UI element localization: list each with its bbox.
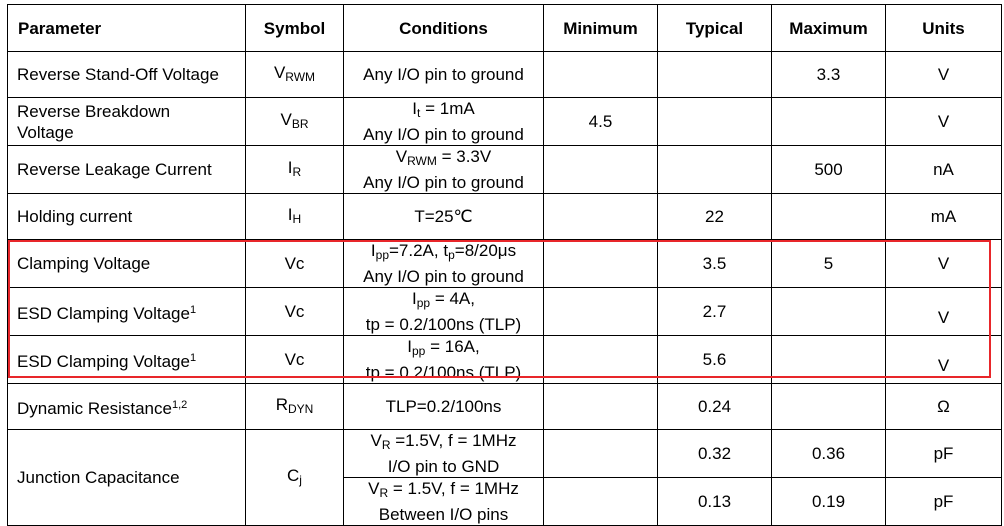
parameter-cell: Reverse Stand-Off Voltage [7, 51, 246, 98]
max-cell [771, 335, 886, 384]
symbol-cell: Vc [245, 335, 344, 384]
max-cell [771, 193, 886, 240]
min-cell [543, 51, 658, 98]
header-row: Parameter Symbol Conditions Minimum Typi… [7, 4, 1002, 52]
symbol-cell: Vc [245, 287, 344, 336]
table-row: Junction Capacitance Cj VR =1.5V, f = 1M… [7, 429, 1002, 526]
units-cell: pF [885, 477, 1002, 526]
parameter-cell: Reverse Breakdown Voltage [7, 97, 246, 146]
conditions-cell: VRWM = 3.3V Any I/O pin to ground [343, 145, 544, 194]
conditions-cell: Ipp=7.2A, tp=8/20μs Any I/O pin to groun… [343, 239, 544, 288]
header-typical: Typical [657, 4, 772, 52]
units-cell: V [885, 335, 1002, 384]
header-conditions: Conditions [343, 4, 544, 52]
min-cell [543, 383, 658, 430]
parameter-cell: Junction Capacitance [7, 429, 246, 526]
table-row: Dynamic Resistance1,2 RDYN TLP=0.2/100ns… [7, 383, 1002, 430]
typ-cell: 3.5 [657, 239, 772, 288]
table-row: Reverse Leakage Current IR VRWM = 3.3V A… [7, 145, 1002, 194]
typ-cell: 2.7 [657, 287, 772, 336]
parameter-cell: Dynamic Resistance1,2 [7, 383, 246, 430]
conditions-cell: It = 1mA Any I/O pin to ground [343, 97, 544, 146]
min-cell [543, 477, 658, 526]
symbol-cell: RDYN [245, 383, 344, 430]
symbol-cell: VBR [245, 97, 344, 146]
units-cell: nA [885, 145, 1002, 194]
min-cell [543, 287, 658, 336]
min-cell [543, 429, 658, 478]
conditions-cell: Any I/O pin to ground [343, 51, 544, 98]
parameter-cell: ESD Clamping Voltage1 [7, 335, 246, 384]
max-cell [771, 97, 886, 146]
units-cell: Ω [885, 383, 1002, 430]
header-maximum: Maximum [771, 4, 886, 52]
typ-cell: 0.32 [657, 429, 772, 478]
table-row: VR = 1.5V, f = 1MHz Between I/O pins 0.1… [8, 477, 1002, 526]
typ-cell: 0.13 [657, 477, 772, 526]
table-row: Reverse Stand-Off Voltage VRWM Any I/O p… [7, 51, 1002, 98]
table-row: ESD Clamping Voltage1 Vc Ipp = 16A, tp =… [7, 335, 1002, 384]
min-cell [543, 239, 658, 288]
typ-cell [657, 51, 772, 98]
typ-cell: 22 [657, 193, 772, 240]
parameter-cell: Reverse Leakage Current [7, 145, 246, 194]
conditions-cell: TLP=0.2/100ns [343, 383, 544, 430]
symbol-cell: IH [245, 193, 344, 240]
conditions-cell: Ipp = 16A, tp = 0.2/100ns (TLP) [343, 335, 544, 384]
symbol-cell: Cj [245, 429, 344, 526]
min-cell [543, 145, 658, 194]
conditions-cell: T=25℃ [343, 193, 544, 240]
header-parameter: Parameter [7, 4, 246, 52]
max-cell [771, 287, 886, 336]
typ-cell: 0.24 [657, 383, 772, 430]
electrical-characteristics-table: Parameter Symbol Conditions Minimum Typi… [7, 4, 1002, 526]
units-cell: V [885, 287, 1002, 336]
min-cell [543, 335, 658, 384]
symbol-cell: IR [245, 145, 344, 194]
header-units: Units [885, 4, 1002, 52]
conditions-cell: VR = 1.5V, f = 1MHz Between I/O pins [343, 477, 544, 526]
units-cell: mA [885, 193, 1002, 240]
max-cell: 3.3 [771, 51, 886, 98]
table-row: Clamping Voltage Vc Ipp=7.2A, tp=8/20μs … [7, 239, 1002, 288]
units-cell: V [885, 51, 1002, 98]
parameter-cell: ESD Clamping Voltage1 [7, 287, 246, 336]
conditions-cell: Ipp = 4A, tp = 0.2/100ns (TLP) [343, 287, 544, 336]
min-cell [543, 193, 658, 240]
max-cell: 0.36 [771, 429, 886, 478]
typ-cell [657, 97, 772, 146]
conditions-cell: VR =1.5V, f = 1MHz I/O pin to GND [343, 429, 544, 478]
max-cell [771, 383, 886, 430]
units-cell: V [885, 239, 1002, 288]
max-cell: 500 [771, 145, 886, 194]
header-symbol: Symbol [245, 4, 344, 52]
min-cell: 4.5 [543, 97, 658, 146]
header-minimum: Minimum [543, 4, 658, 52]
symbol-cell: VRWM [245, 51, 344, 98]
max-cell: 0.19 [771, 477, 886, 526]
table-row: Holding current IH T=25℃ 22 mA [7, 193, 1002, 240]
typ-cell [657, 145, 772, 194]
units-cell: pF [885, 429, 1002, 478]
parameter-cell: Holding current [7, 193, 246, 240]
table-row: ESD Clamping Voltage1 Vc Ipp = 4A, tp = … [7, 287, 1002, 336]
table-row: Reverse Breakdown Voltage VBR It = 1mA A… [7, 97, 1002, 146]
parameter-cell: Clamping Voltage [7, 239, 246, 288]
units-cell: V [885, 97, 1002, 146]
typ-cell: 5.6 [657, 335, 772, 384]
max-cell: 5 [771, 239, 886, 288]
symbol-cell: Vc [245, 239, 344, 288]
